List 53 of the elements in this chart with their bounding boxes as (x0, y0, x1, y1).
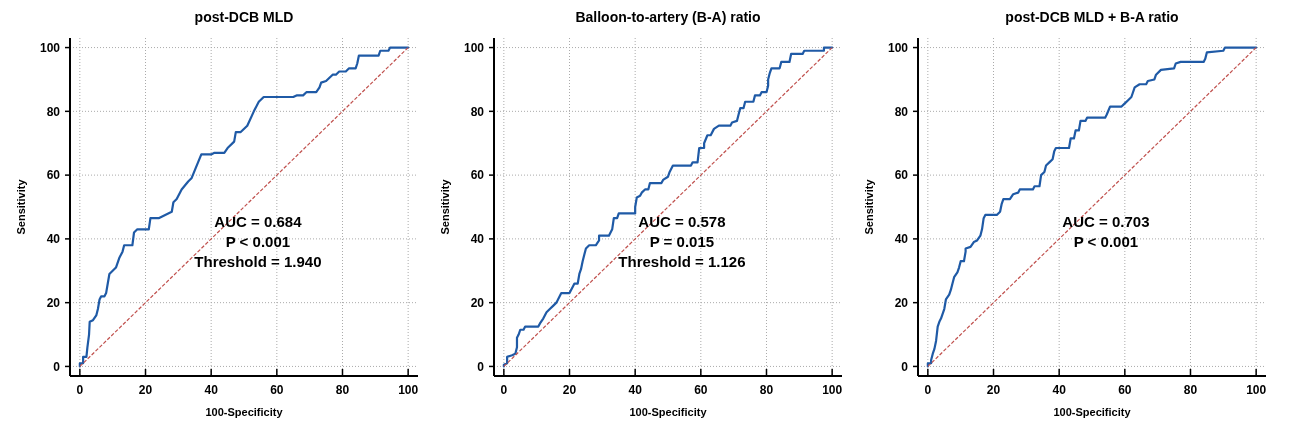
y-tick-label: 60 (46, 168, 61, 183)
y-tick-label: 60 (470, 168, 485, 183)
x-tick-label: 20 (986, 383, 1001, 397)
x-tick-label: 0 (924, 383, 932, 397)
chart-title: Balloon-to-artery (B-A) ratio (575, 9, 761, 25)
annotation: Threshold = 1.126 (618, 253, 746, 271)
x-tick-label: 0 (76, 383, 84, 397)
annotation: Threshold = 1.940 (194, 253, 322, 271)
annotation: P < 0.001 (1073, 233, 1139, 251)
x-tick-label: 60 (270, 383, 284, 397)
y-tick-label: 40 (46, 232, 61, 247)
y-tick-label: 100 (887, 40, 909, 55)
x-tick-label: 0 (500, 383, 508, 397)
x-tick-label: 80 (335, 383, 350, 397)
x-tick-label: 40 (628, 383, 643, 397)
x-tick-label: 60 (694, 383, 708, 397)
y-tick-label: 0 (477, 359, 485, 374)
y-tick-label: 100 (463, 40, 485, 55)
y-tick-label: 40 (470, 232, 485, 247)
annotation: P = 0.015 (649, 233, 715, 251)
annotation: AUC = 0.684 (214, 213, 303, 231)
x-axis-title: 100-Specificity (1053, 406, 1132, 418)
chart-title: post-DCB MLD (194, 9, 294, 25)
annotation: AUC = 0.578 (638, 213, 726, 231)
y-tick-label: 20 (894, 295, 909, 310)
y-axis-title: Sensitivity (439, 178, 451, 235)
y-tick-label: 20 (46, 295, 61, 310)
x-tick-label: 40 (204, 383, 219, 397)
y-axis-title: Sensitivity (863, 178, 875, 235)
x-tick-label: 80 (759, 383, 774, 397)
y-tick-label: 80 (46, 104, 61, 119)
y-tick-label: 80 (470, 104, 485, 119)
y-tick-label: 40 (894, 232, 909, 247)
y-axis-title: Sensitivity (15, 178, 27, 235)
y-tick-label: 0 (53, 359, 61, 374)
x-tick-label: 80 (1183, 383, 1198, 397)
x-tick-label: 100 (822, 383, 843, 397)
y-tick-label: 20 (470, 295, 485, 310)
y-tick-label: 0 (901, 359, 909, 374)
chart-title: post-DCB MLD + B-A ratio (1005, 9, 1179, 25)
x-tick-label: 100 (398, 383, 419, 397)
x-tick-label: 20 (138, 383, 153, 397)
y-tick-label: 80 (894, 104, 909, 119)
x-tick-label: 40 (1052, 383, 1067, 397)
x-tick-label: 60 (1118, 383, 1132, 397)
x-axis-title: 100-Specificity (205, 406, 284, 418)
annotation: P < 0.001 (225, 233, 291, 251)
x-axis-title: 100-Specificity (629, 406, 708, 418)
annotation: AUC = 0.703 (1062, 213, 1150, 231)
x-tick-label: 100 (1246, 383, 1267, 397)
y-tick-label: 60 (894, 168, 909, 183)
x-tick-label: 20 (562, 383, 577, 397)
y-tick-label: 100 (39, 40, 61, 55)
